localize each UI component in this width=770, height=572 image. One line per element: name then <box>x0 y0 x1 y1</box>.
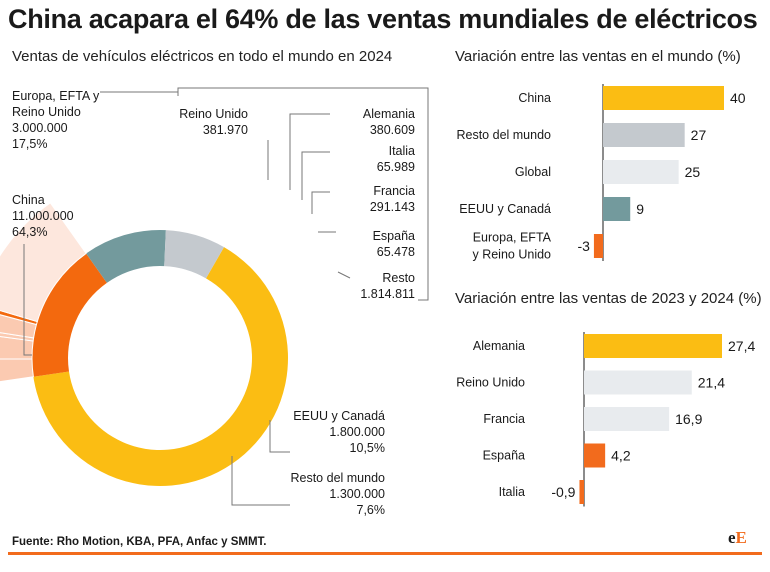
world-bar-4 <box>593 234 603 258</box>
label-china-value: 11.000.000 <box>12 209 74 223</box>
label-spain: España 65.478 <box>335 228 415 260</box>
leader-germany <box>289 113 330 190</box>
label-uk-name: Reino Unido <box>179 107 248 121</box>
footer-rule <box>8 552 762 555</box>
label-resto-europe-value: 1.814.811 <box>360 287 415 301</box>
donut-segment-usa <box>86 229 166 283</box>
label-uk-value: 381.970 <box>202 123 248 137</box>
world-value-2: 25 <box>685 164 701 180</box>
label-europe-pct: 17,5% <box>12 137 48 151</box>
world-value-1: 27 <box>691 127 707 143</box>
world-category-4-line-1: y Reino Unido <box>472 248 551 262</box>
label-france-value: 291.143 <box>369 200 415 214</box>
europe-bar-1 <box>584 370 692 395</box>
label-germany: Alemania 380.609 <box>335 106 415 138</box>
europe-value-3: 4,2 <box>611 448 631 464</box>
world-value-4: -3 <box>577 238 590 254</box>
europe-bar-0 <box>584 334 722 358</box>
leader-usa <box>269 420 290 453</box>
label-europe-name: Europa, EFTA y Reino Unido <box>12 89 100 119</box>
label-germany-value: 380.609 <box>369 123 415 137</box>
label-rest-world-value: 1.300.000 <box>329 487 385 501</box>
label-spain-name: España <box>372 229 415 243</box>
world-bar-2 <box>603 160 679 184</box>
label-italy-value: 65.989 <box>376 160 415 174</box>
leader-bracket-europe <box>177 87 429 301</box>
world-bar-1 <box>603 123 685 147</box>
leader-china <box>23 244 32 356</box>
label-resto-europe: Resto 1.814.811 <box>335 270 415 302</box>
label-resto-europe-name: Resto <box>382 271 415 285</box>
leader-france <box>311 191 330 214</box>
europe-category-2: Francia <box>483 412 525 426</box>
europe-bar-2 <box>584 407 670 431</box>
bars-world-subtitle: Variación entre las ventas en el mundo (… <box>455 48 741 65</box>
label-italy-name: Italia <box>388 144 415 158</box>
world-category-3: EEUU y Canadá <box>459 202 551 216</box>
donut-segment-europe <box>32 253 107 377</box>
label-china-name: China <box>12 193 45 207</box>
donut-segment-rest-world <box>164 230 224 279</box>
europe-value-4: -0,9 <box>551 484 575 500</box>
world-category-4-line-0: Europa, EFTA <box>473 231 552 245</box>
donut-segment-china <box>33 247 288 487</box>
breakdown-segment-resto-europe <box>0 202 87 323</box>
label-italy: Italia 65.989 <box>335 143 415 175</box>
label-usa-pct: 10,5% <box>349 441 385 455</box>
chart-title: China acapara el 64% de las ventas mundi… <box>8 4 758 34</box>
europe-value-2: 16,9 <box>675 411 702 427</box>
europe-category-4: Italia <box>499 485 525 499</box>
label-china: China 11.000.000 64,3% <box>12 192 74 240</box>
europe-category-0: Alemania <box>473 339 525 353</box>
label-rest-world-name: Resto del mundo <box>290 471 385 485</box>
label-germany-name: Alemania <box>362 107 415 121</box>
brand-logo: eE <box>728 528 747 548</box>
label-uk: Reino Unido 381.970 <box>170 106 248 138</box>
europe-bar-4 <box>579 480 584 504</box>
europe-bar-3 <box>584 443 606 468</box>
world-category-2: Global <box>515 165 551 179</box>
logo-e: e <box>728 528 736 547</box>
label-europe-value: 3.000.000 <box>12 121 68 135</box>
leader-resto-europe <box>337 271 351 279</box>
world-category-0: China <box>518 91 551 105</box>
europe-value-0: 27,4 <box>728 338 755 354</box>
label-usa-name: EEUU y Canadá <box>293 409 385 423</box>
label-france-name: Francia <box>373 184 415 198</box>
donut-subtitle: Ventas de vehículos eléctricos en todo e… <box>12 48 393 65</box>
bars-europe-subtitle: Variación entre las ventas de 2023 y 202… <box>455 290 762 307</box>
leader-italy <box>301 151 330 200</box>
label-spain-value: 65.478 <box>376 245 415 259</box>
label-usa-value: 1.800.000 <box>329 425 385 439</box>
label-rest-world: Resto del mundo 1.300.000 7,6% <box>270 470 385 518</box>
world-bar-0 <box>603 86 724 110</box>
label-rest-world-pct: 7,6% <box>356 503 386 517</box>
source-note: Fuente: Rho Motion, KBA, PFA, Anfac y SM… <box>12 536 267 548</box>
logo-E: E <box>735 528 747 547</box>
europe-category-3: España <box>483 449 525 463</box>
label-france: Francia 291.143 <box>335 183 415 215</box>
world-category-1: Resto del mundo <box>456 128 551 142</box>
europe-category-1: Reino Unido <box>456 376 525 390</box>
label-usa: EEUU y Canadá 1.800.000 10,5% <box>285 408 385 456</box>
label-europe: Europa, EFTA y Reino Unido 3.000.000 17,… <box>12 88 112 152</box>
world-value-3: 9 <box>636 201 644 217</box>
world-bar-3 <box>603 197 631 221</box>
world-value-0: 40 <box>730 90 746 106</box>
leader-rest-world <box>231 456 290 506</box>
europe-value-1: 21,4 <box>698 375 725 391</box>
label-china-pct: 64,3% <box>12 225 48 239</box>
